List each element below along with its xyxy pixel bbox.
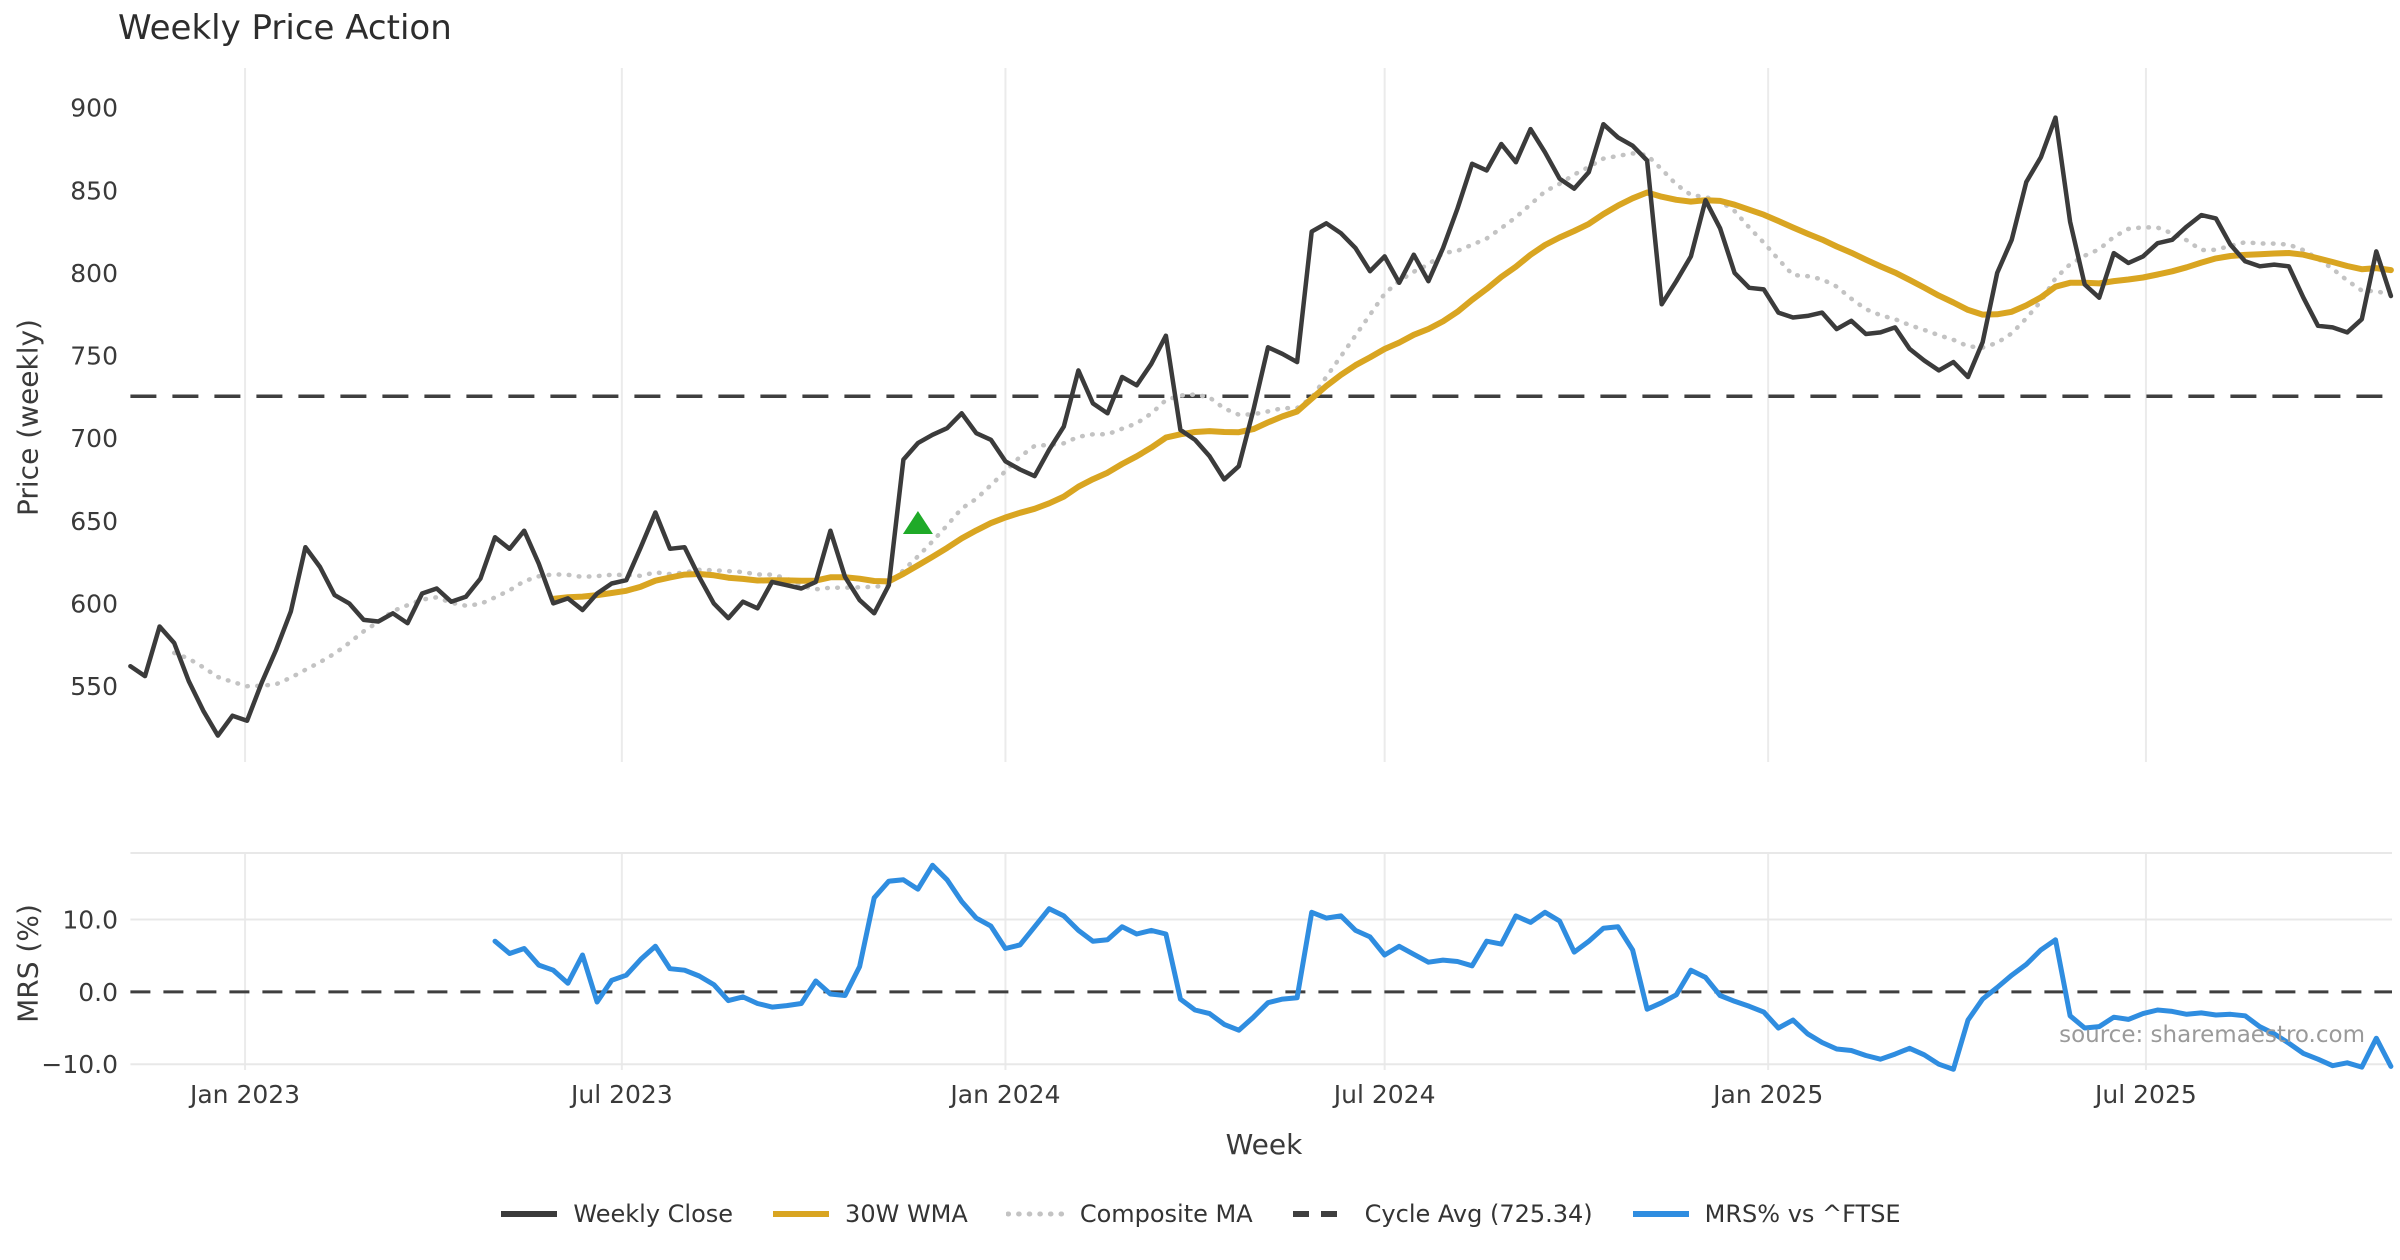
price-y-tick-label: 550 bbox=[70, 672, 118, 701]
legend-label: MRS% vs ^FTSE bbox=[1704, 1200, 1901, 1228]
price-axis-label: Price (weekly) bbox=[11, 319, 45, 516]
legend-item: Cycle Avg (725.34) bbox=[1291, 1200, 1593, 1228]
x-tick-label: Jan 2025 bbox=[1711, 1080, 1823, 1109]
legend-swatch-solid-icon bbox=[501, 1211, 558, 1217]
price-y-tick-label: 850 bbox=[70, 176, 118, 205]
price-y-tick-label: 650 bbox=[70, 507, 118, 536]
price-y-tick-label: 900 bbox=[70, 94, 118, 123]
price-y-tick-label: 750 bbox=[70, 342, 118, 371]
price-y-tick-label: 800 bbox=[70, 259, 118, 288]
mrs-y-tick-label: 0.0 bbox=[78, 978, 118, 1007]
weekly-close-line bbox=[128, 115, 2394, 738]
buy-signal-marker-icon bbox=[902, 511, 933, 535]
x-tick-label: Jul 2025 bbox=[2093, 1080, 2197, 1109]
legend: Weekly Close 30W WMA Composite MA Cycle Avg… bbox=[0, 1200, 2400, 1228]
legend-label: Composite MA bbox=[1079, 1200, 1253, 1228]
legend-label: Weekly Close bbox=[573, 1200, 734, 1228]
composite-ma-line bbox=[171, 151, 2394, 689]
chart-title: Weekly Price Action bbox=[118, 8, 452, 48]
legend-item: 30W WMA bbox=[771, 1200, 968, 1228]
price-y-tick-label: 700 bbox=[70, 424, 118, 453]
mrs-y-tick-label: 10.0 bbox=[62, 906, 118, 935]
price-y-tick-label: 600 bbox=[70, 589, 118, 618]
x-tick-label: Jan 2023 bbox=[188, 1080, 300, 1109]
mrs-y-tick-label: −10.0 bbox=[41, 1050, 118, 1079]
x-tick-label: Jul 2024 bbox=[1332, 1080, 1436, 1109]
legend-item: Composite MA bbox=[1005, 1200, 1253, 1228]
x-axis-label: Week bbox=[1225, 1128, 1303, 1161]
legend-item: MRS% vs ^FTSE bbox=[1631, 1200, 1901, 1228]
legend-swatch-solid-icon bbox=[1632, 1211, 1689, 1217]
mrs-line bbox=[492, 862, 2394, 1072]
legend-label: 30W WMA bbox=[845, 1200, 968, 1228]
legend-swatch-dashed-icon bbox=[1292, 1211, 1349, 1217]
x-tick-label: Jul 2023 bbox=[569, 1080, 673, 1109]
legend-label: Cycle Avg (725.34) bbox=[1364, 1200, 1593, 1228]
mrs-axis-label: MRS (%) bbox=[11, 904, 45, 1023]
legend-item: Weekly Close bbox=[499, 1200, 733, 1228]
legend-swatch-solid-icon bbox=[773, 1211, 830, 1217]
source-watermark: source: sharemaestro.com bbox=[2059, 1022, 2365, 1048]
x-tick-label: Jan 2024 bbox=[948, 1080, 1060, 1109]
legend-swatch-dotted-icon bbox=[1005, 1211, 1066, 1217]
